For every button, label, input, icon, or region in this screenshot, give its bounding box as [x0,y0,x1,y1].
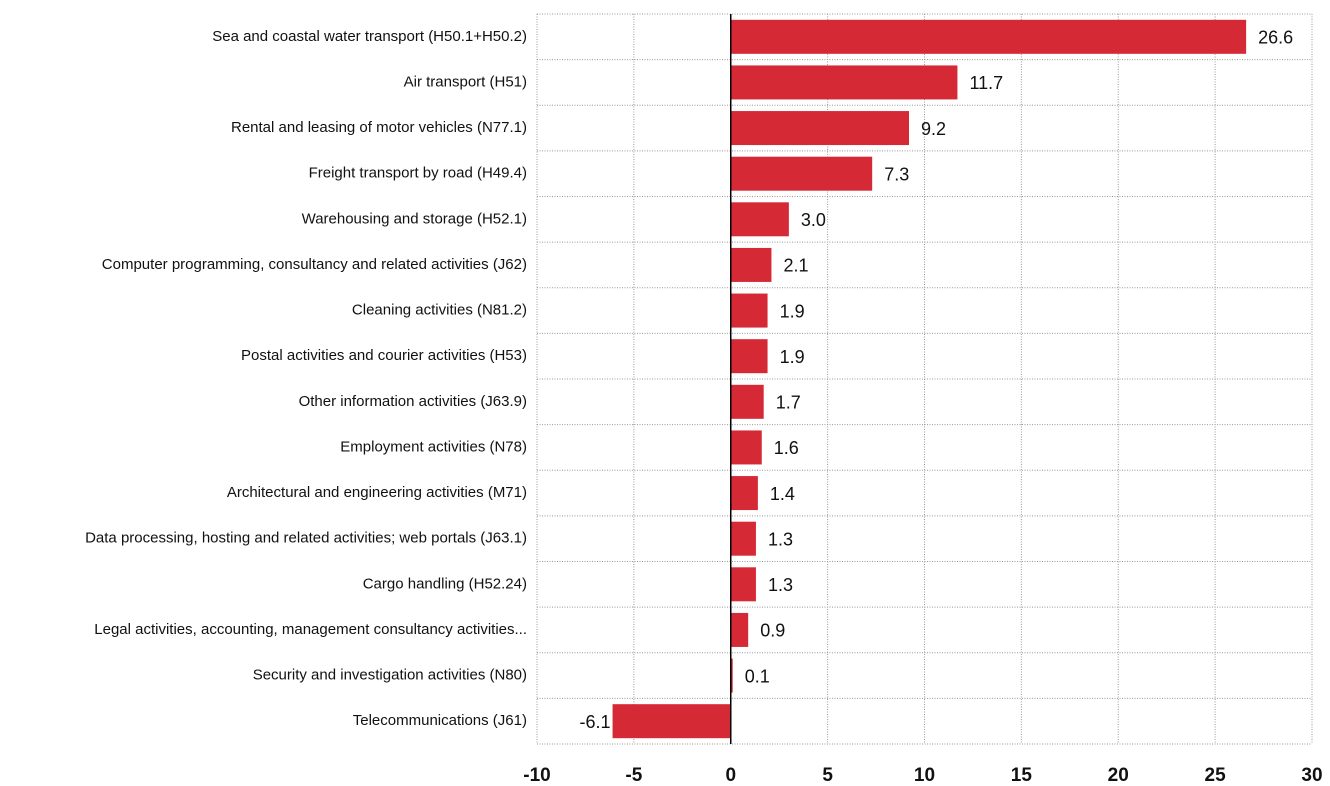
bar [730,19,1247,54]
category-label: Warehousing and storage (H52.1) [302,210,527,227]
category-label: Legal activities, accounting, management… [94,621,527,638]
value-label: 3.0 [801,210,826,230]
value-label: 1.6 [774,438,799,458]
category-label: Air transport (H51) [404,73,527,90]
category-label: Telecommunications (J61) [353,712,527,729]
bar [730,339,768,374]
x-tick-label: -5 [625,765,642,786]
bar [730,384,764,419]
category-label: Cleaning activities (N81.2) [352,302,527,319]
category-label: Data processing, hosting and related act… [85,530,527,547]
category-label: Computer programming, consultancy and re… [102,256,527,273]
x-tick-label: 20 [1108,765,1129,786]
x-tick-label: -10 [523,765,550,786]
category-label: Sea and coastal water transport (H50.1+H… [212,28,527,45]
bar [730,156,873,191]
category-label: Security and investigation activities (N… [253,667,527,684]
value-label: 2.1 [783,256,808,276]
x-tick-label: 10 [914,765,935,786]
value-label: 1.9 [780,347,805,367]
value-label: 9.2 [921,119,946,139]
bar [730,521,756,556]
value-label: -6.1 [580,712,611,732]
category-label: Freight transport by road (H49.4) [309,165,527,182]
category-label: Cargo handling (H52.24) [363,575,527,592]
value-label: 1.3 [768,575,793,595]
category-label: Rental and leasing of motor vehicles (N7… [231,119,527,136]
value-label: 7.3 [884,164,909,184]
bar [730,111,909,146]
bar [730,65,958,100]
category-label: Employment activities (N78) [340,438,527,455]
bar [730,612,749,647]
x-tick-label: 0 [725,765,736,786]
bar [730,202,789,237]
value-label: 1.7 [776,393,801,413]
value-label: 26.6 [1258,28,1293,48]
bar [730,247,772,282]
value-label: 1.9 [780,301,805,321]
value-label: 0.1 [745,666,770,686]
category-label: Postal activities and courier activities… [241,347,527,364]
value-label: 0.9 [760,621,785,641]
value-label: 11.7 [969,73,1003,93]
bar [730,658,733,693]
bar [730,476,758,511]
x-tick-label: 30 [1301,765,1322,786]
value-label: 1.3 [768,529,793,549]
x-tick-label: 25 [1205,765,1227,786]
bar [730,567,756,602]
bar [730,430,762,465]
x-tick-label: 5 [822,765,833,786]
category-label: Other information activities (J63.9) [299,393,527,410]
bar [612,704,731,739]
value-label: 1.4 [770,484,795,504]
x-tick-label: 15 [1011,765,1033,786]
category-label: Architectural and engineering activities… [227,484,527,501]
bar [730,293,768,328]
